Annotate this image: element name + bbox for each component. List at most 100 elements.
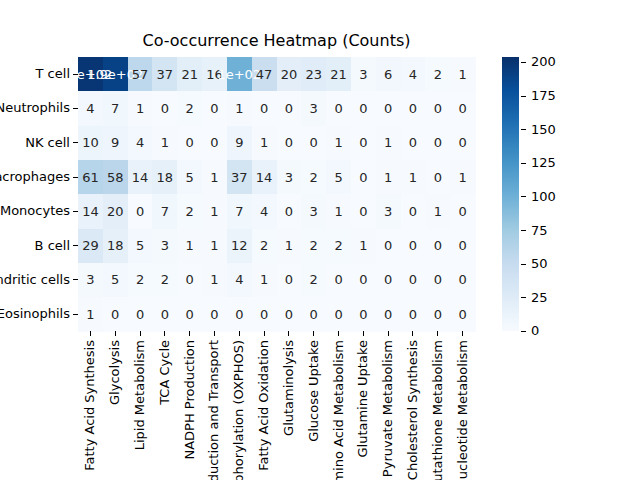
x-tick-mark: [214, 331, 215, 336]
cell-annotation: 14: [78, 194, 103, 228]
cell-annotation: 1: [351, 229, 376, 263]
cell-annotation: 0: [351, 263, 376, 297]
cell-annotation: 0: [425, 126, 450, 160]
cell-annotation: 0: [202, 126, 227, 160]
column-label: Amino Acid Metabolism: [332, 340, 346, 480]
cell-annotation: 0: [326, 263, 351, 297]
cell-annotation: 1: [177, 229, 202, 263]
column-label: Nucleotide Metabolism: [456, 340, 470, 480]
x-tick-mark: [115, 331, 116, 336]
cell-annotation: 18: [103, 229, 128, 263]
cell-annotation: 0: [177, 263, 202, 297]
colorbar-tick-mark: [521, 96, 526, 97]
cell-annotation: 0: [401, 263, 426, 297]
colorbar-tick-label: 200: [531, 54, 556, 70]
x-tick-mark: [90, 331, 91, 336]
cell-annotation: 4: [401, 57, 426, 91]
cell-annotation: 18: [152, 160, 177, 194]
cell-annotation: 7: [227, 194, 252, 228]
y-tick-mark: [73, 108, 78, 109]
cell-annotation: 9: [103, 126, 128, 160]
cell-annotation: 1: [128, 91, 153, 125]
cell-annotation: 0: [376, 263, 401, 297]
cell-annotation: 21: [326, 57, 351, 91]
cell-annotation: 1: [450, 57, 475, 91]
cell-annotation: 4: [227, 263, 252, 297]
column-label: Oxidative Phosphorylation (OXPHOS): [232, 340, 246, 480]
cell-annotation: 1: [425, 194, 450, 228]
cell-annotation: 2: [128, 263, 153, 297]
cell-annotation: 47: [252, 57, 277, 91]
cell-annotation: 0: [152, 91, 177, 125]
cell-annotation: 1: [202, 194, 227, 228]
colorbar-tick-mark: [521, 163, 526, 164]
cell-annotation: 10: [78, 126, 103, 160]
x-tick-mark: [239, 331, 240, 336]
row-label: Monocytes: [0, 202, 70, 220]
cell-annotation: 1: [227, 91, 252, 125]
cell-annotation: 0: [450, 194, 475, 228]
cell-annotation: 0: [401, 229, 426, 263]
x-tick-mark: [313, 331, 314, 336]
x-tick-mark: [412, 331, 413, 336]
cell-annotation: 1: [277, 229, 302, 263]
cell-annotation: 1: [376, 160, 401, 194]
cell-annotation: 1: [326, 194, 351, 228]
y-tick-mark: [73, 245, 78, 246]
cell-annotation: 1.9e+02: [103, 57, 128, 91]
colorbar-tick-mark: [521, 264, 526, 265]
cell-annotation: 2: [301, 229, 326, 263]
cell-annotation: 5: [128, 229, 153, 263]
colorbar-tick-label: 150: [531, 122, 556, 138]
cell-annotation: 1: [202, 263, 227, 297]
cell-annotation: 0: [252, 91, 277, 125]
row-label: Dendritic cells: [0, 271, 70, 289]
cell-annotation: 23: [301, 57, 326, 91]
cell-annotation: 7: [103, 91, 128, 125]
cell-annotation: 0: [326, 297, 351, 331]
cell-annotation: 1: [450, 160, 475, 194]
figure-canvas: Co-occurrence Heatmap (Counts) 2e+021.9e…: [0, 0, 640, 480]
colorbar-tick-mark: [521, 297, 526, 298]
colorbar-tick-label: 0: [531, 323, 539, 339]
y-tick-mark: [73, 279, 78, 280]
row-label: T cell: [36, 65, 70, 83]
cell-annotation: 20: [277, 57, 302, 91]
cell-annotation: 5: [177, 160, 202, 194]
row-label: NK cell: [25, 134, 70, 152]
cell-annotation: 37: [227, 160, 252, 194]
cell-annotation: 0: [376, 229, 401, 263]
x-tick-mark: [189, 331, 190, 336]
column-label: Lipid Metabolism: [133, 340, 147, 450]
cell-annotation: 0: [301, 126, 326, 160]
cell-annotation: 0: [227, 297, 252, 331]
cell-annotation: 14: [128, 160, 153, 194]
cell-annotation: 0: [277, 297, 302, 331]
column-label: Glutathione Metabolism: [431, 340, 445, 480]
cell-annotation: 21: [177, 57, 202, 91]
cell-annotation: 0: [202, 91, 227, 125]
cell-annotation: 1: [376, 126, 401, 160]
cell-annotation: 0: [425, 297, 450, 331]
cell-annotation: 2: [301, 160, 326, 194]
row-label: Neutrophils: [0, 99, 70, 117]
cell-annotation: 4: [78, 91, 103, 125]
x-tick-mark: [140, 331, 141, 336]
colorbar-tick-label: 100: [531, 189, 556, 205]
cell-annotation: 0: [252, 297, 277, 331]
cell-annotation: 1: [152, 126, 177, 160]
cell-annotation: 1: [252, 263, 277, 297]
cell-annotation: 5: [103, 263, 128, 297]
row-label: Macrophages: [0, 168, 70, 186]
cell-annotation: 0: [425, 91, 450, 125]
cell-annotation: 0: [128, 297, 153, 331]
cell-annotation: 0: [376, 91, 401, 125]
cell-annotation: 0: [450, 126, 475, 160]
cell-annotation: 1: [252, 126, 277, 160]
cell-annotation: 0: [202, 297, 227, 331]
column-label: Lactate Production and Transport: [207, 340, 221, 480]
x-tick-mark: [363, 331, 364, 336]
cell-annotation: 0: [326, 91, 351, 125]
row-label: Eosinophils: [0, 305, 70, 323]
cell-annotation: 61: [78, 160, 103, 194]
